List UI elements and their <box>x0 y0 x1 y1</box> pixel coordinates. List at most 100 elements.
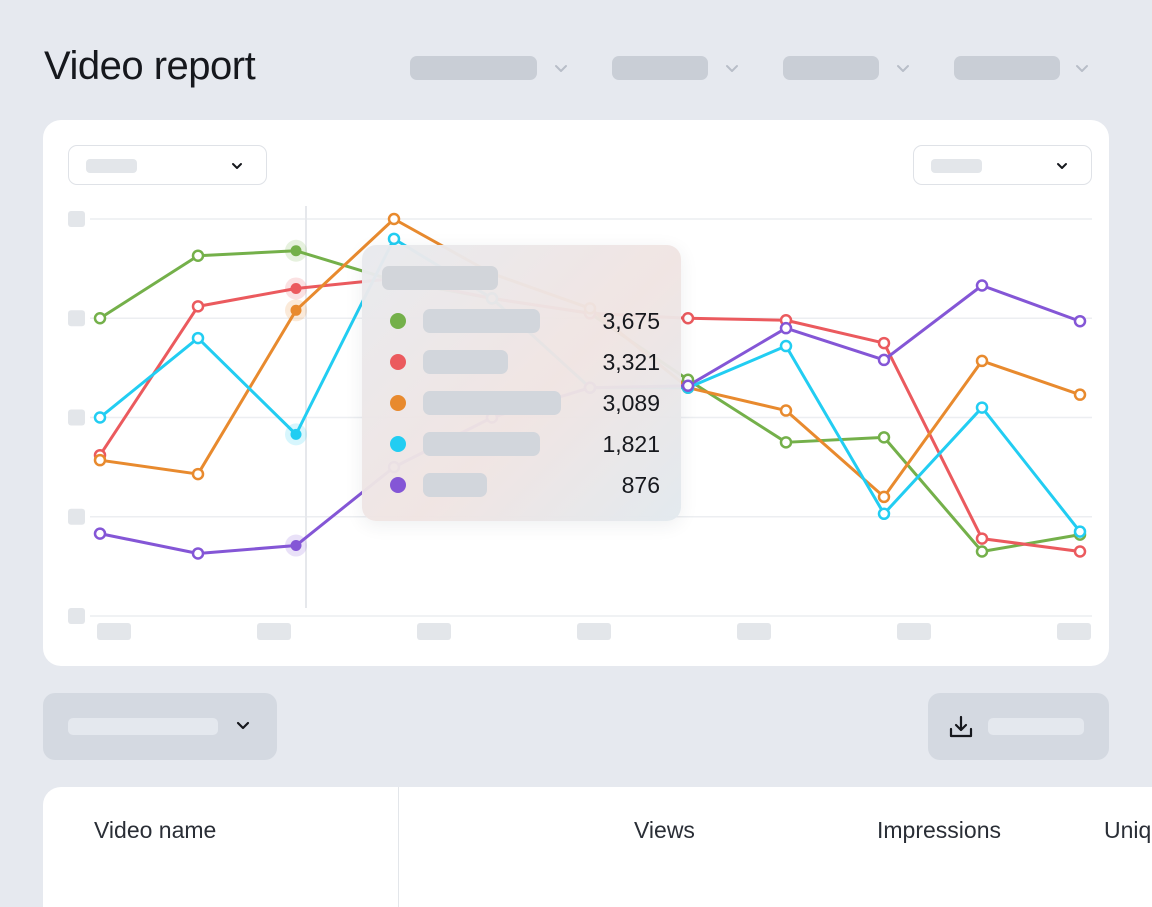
data-point[interactable] <box>191 331 205 345</box>
metric-select-placeholder <box>86 159 137 173</box>
tooltip-row: 876 <box>362 472 681 498</box>
tooltip-value: 876 <box>621 472 660 498</box>
data-point[interactable] <box>975 545 989 558</box>
tooltip-row: 3,675 <box>362 308 681 334</box>
data-point[interactable] <box>1073 545 1087 558</box>
line-chart[interactable] <box>43 120 1109 666</box>
data-point[interactable] <box>191 300 205 313</box>
filter-label-placeholder <box>612 56 708 80</box>
x-tick-label-placeholder <box>897 623 931 640</box>
data-point[interactable] <box>681 312 695 325</box>
data-point[interactable] <box>290 428 302 440</box>
series-color-dot <box>390 436 406 452</box>
column-header-views[interactable]: Views <box>634 817 695 843</box>
download-icon <box>948 714 974 745</box>
metric-select[interactable] <box>68 145 267 185</box>
data-point[interactable] <box>975 401 989 414</box>
tooltip-value: 1,821 <box>602 431 660 457</box>
data-point[interactable] <box>1073 525 1087 538</box>
data-point[interactable] <box>191 467 205 481</box>
data-point[interactable] <box>191 547 205 560</box>
data-point[interactable] <box>93 527 107 540</box>
chevron-down-icon <box>895 60 911 76</box>
chevron-down-icon <box>724 60 740 76</box>
data-point[interactable] <box>93 312 107 325</box>
table-view-placeholder <box>68 718 218 735</box>
series-name-placeholder <box>423 432 540 456</box>
series-color-dot <box>390 354 406 370</box>
download-button[interactable] <box>928 693 1109 760</box>
data-point[interactable] <box>877 353 891 367</box>
chart-card: 3,675 3,321 3,089 1,821 876 <box>43 120 1109 666</box>
data-point[interactable] <box>191 249 205 262</box>
data-point[interactable] <box>877 507 891 521</box>
data-point[interactable] <box>93 453 107 467</box>
chevron-down-icon <box>229 158 245 174</box>
data-point[interactable] <box>975 354 989 368</box>
data-point[interactable] <box>387 232 401 246</box>
x-tick-label-placeholder <box>97 623 131 640</box>
data-point[interactable] <box>93 411 107 424</box>
column-divider <box>398 787 399 907</box>
y-tick-label-placeholder <box>68 211 85 227</box>
chevron-down-icon <box>1054 158 1070 174</box>
filter-label-placeholder <box>410 56 537 80</box>
data-point[interactable] <box>779 404 793 417</box>
filter-dropdown-1[interactable] <box>410 56 569 80</box>
video-table: Video name Views Impressions Uniq <box>43 787 1152 907</box>
column-header-uniq[interactable]: Uniq <box>1104 817 1152 843</box>
period-select[interactable] <box>913 145 1092 185</box>
tooltip-row: 1,821 <box>362 431 681 457</box>
data-point[interactable] <box>877 431 891 444</box>
data-point[interactable] <box>779 339 793 353</box>
y-tick-label-placeholder <box>68 310 85 327</box>
x-tick-label-placeholder <box>417 623 451 640</box>
y-tick-label-placeholder <box>68 508 85 525</box>
series-name-placeholder <box>423 391 561 415</box>
filter-dropdown-3[interactable] <box>783 56 911 80</box>
data-point[interactable] <box>290 540 302 552</box>
tooltip-value: 3,675 <box>602 308 660 334</box>
tooltip-value: 3,089 <box>602 390 660 416</box>
tooltip-row: 3,089 <box>362 390 681 416</box>
data-point[interactable] <box>779 321 793 335</box>
x-tick-label-placeholder <box>1057 623 1091 640</box>
data-point[interactable] <box>877 336 891 350</box>
data-point[interactable] <box>975 279 989 292</box>
tooltip-row: 3,321 <box>362 349 681 375</box>
series-name-placeholder <box>423 473 487 497</box>
data-point[interactable] <box>1073 314 1087 328</box>
series-color-dot <box>390 395 406 411</box>
data-point[interactable] <box>877 490 891 504</box>
y-tick-label-placeholder <box>68 608 85 624</box>
data-point[interactable] <box>1073 388 1087 401</box>
filter-dropdown-4[interactable] <box>954 56 1090 80</box>
x-tick-label-placeholder <box>737 623 771 640</box>
filter-dropdown-2[interactable] <box>612 56 740 80</box>
series-name-placeholder <box>423 350 508 374</box>
chevron-down-icon <box>553 60 569 76</box>
x-tick-label-placeholder <box>577 623 611 640</box>
data-point[interactable] <box>779 436 793 449</box>
y-tick-label-placeholder <box>68 409 85 426</box>
data-point[interactable] <box>290 304 302 316</box>
column-header-video-name[interactable]: Video name <box>94 817 217 843</box>
chart-tooltip: 3,675 3,321 3,089 1,821 876 <box>362 245 681 521</box>
series-color-dot <box>390 477 406 493</box>
column-header-impressions[interactable]: Impressions <box>877 817 1001 843</box>
series-name-placeholder <box>423 309 540 333</box>
data-point[interactable] <box>975 532 989 545</box>
data-point[interactable] <box>387 212 401 226</box>
data-point[interactable] <box>290 245 302 257</box>
filter-label-placeholder <box>954 56 1060 80</box>
page-title: Video report <box>44 44 256 88</box>
data-point[interactable] <box>681 379 695 392</box>
data-point[interactable] <box>290 282 302 294</box>
chevron-down-icon <box>233 715 253 735</box>
tooltip-title-placeholder <box>382 266 498 290</box>
download-label-placeholder <box>988 718 1084 735</box>
filter-label-placeholder <box>783 56 879 80</box>
chevron-down-icon <box>1074 60 1090 76</box>
table-view-select[interactable] <box>43 693 277 760</box>
tooltip-value: 3,321 <box>602 349 660 375</box>
